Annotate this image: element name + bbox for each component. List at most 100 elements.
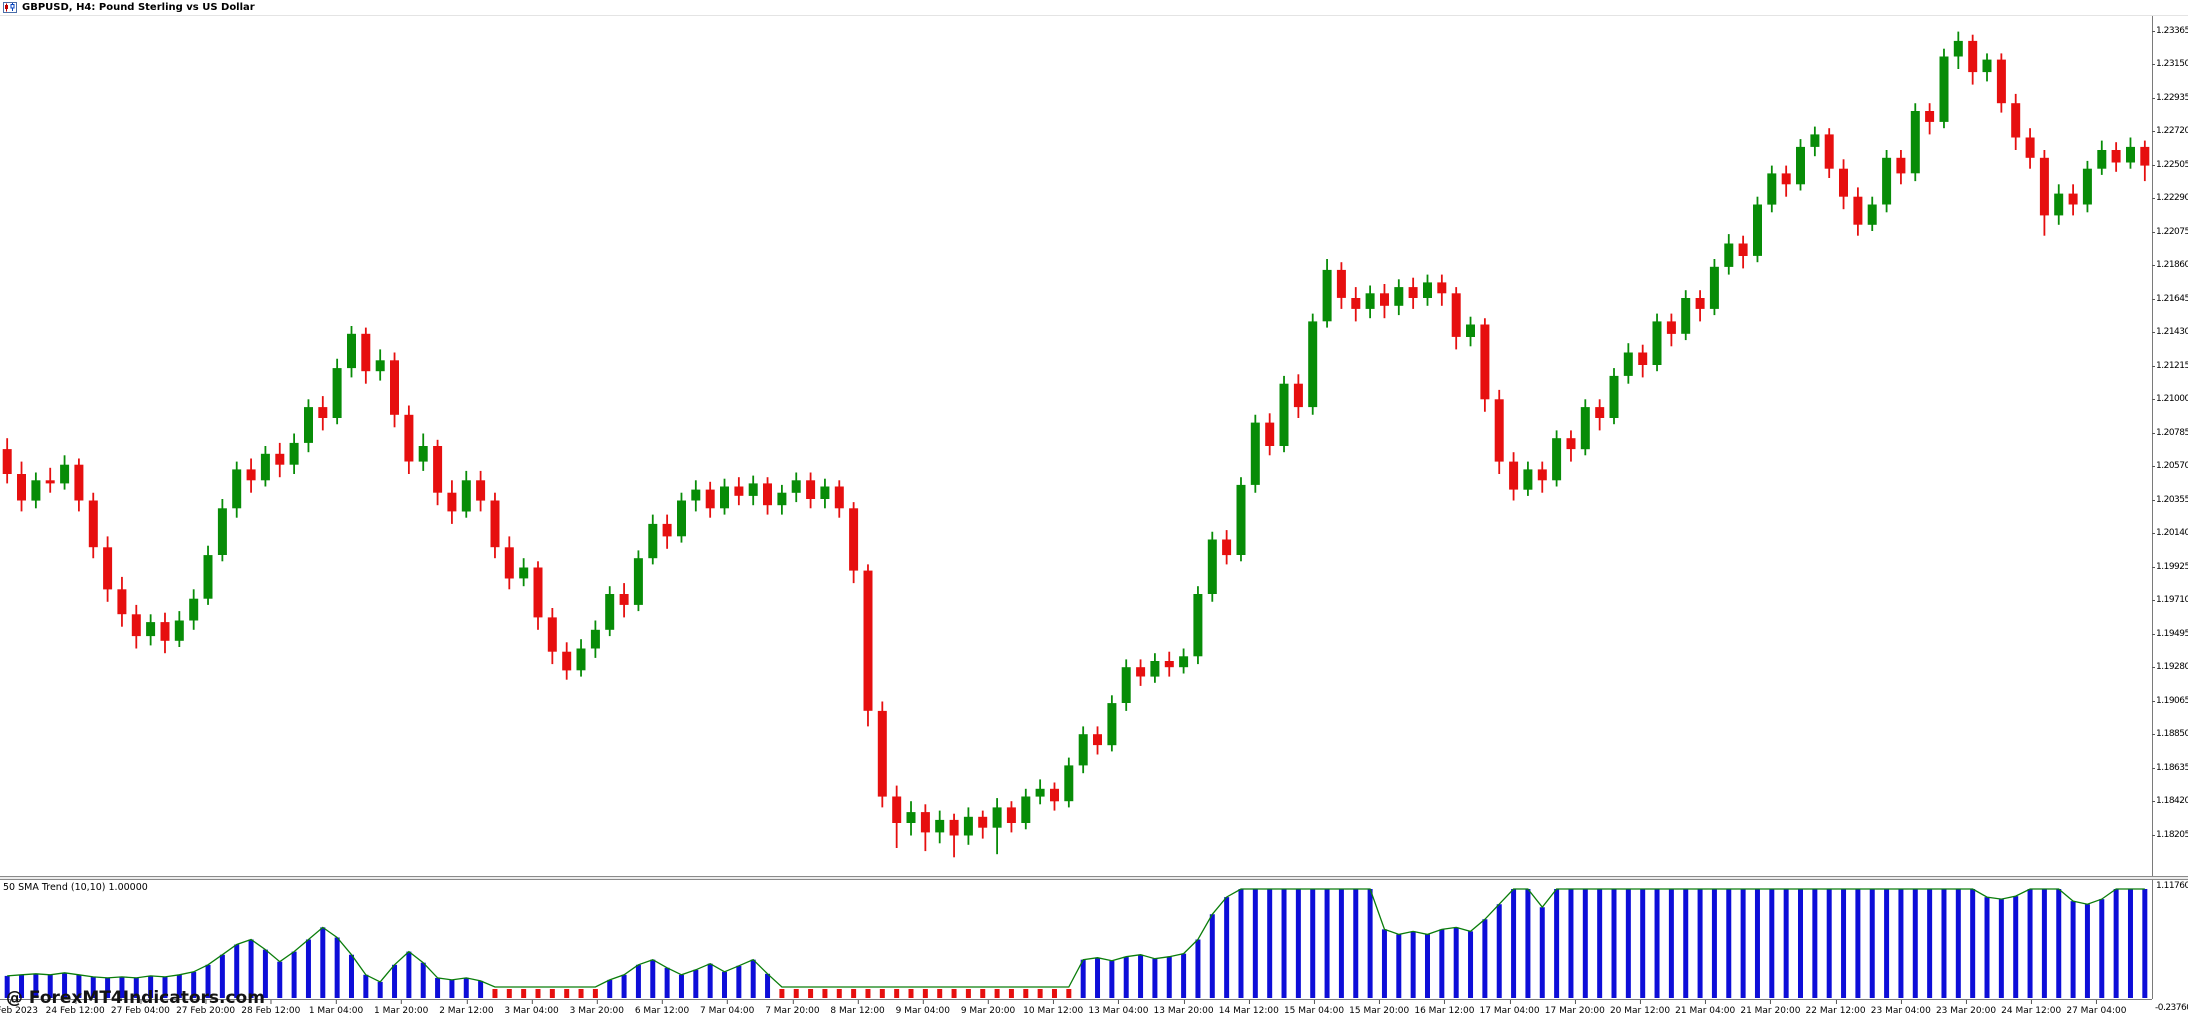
price-axis-label: 1.21430	[2152, 327, 2188, 338]
price-axis[interactable]: 1.23365 1.23150 1.22935 1.22720 1.22505 1.222…	[2152, 16, 2188, 876]
price-axis-label: 1.22290	[2152, 193, 2188, 204]
price-axis-label: 1.22505	[2152, 159, 2188, 170]
bear-candle	[1666, 313, 1676, 347]
price-axis-label: 1.21000	[2152, 394, 2188, 405]
bear-candle	[45, 467, 55, 493]
bear-candle	[2025, 128, 2035, 169]
time-axis-label: 9 Mar 04:00	[895, 1000, 950, 1016]
bear-candle	[920, 804, 930, 852]
bear-candle	[1537, 461, 1547, 493]
bear-candle	[1222, 530, 1232, 565]
price-axis-label: 1.22935	[2152, 92, 2188, 103]
window-titlebar[interactable]: GBPUSD, H4: Pound Sterling vs US Dollar	[0, 0, 2188, 16]
time-axis-label: 10 Mar 12:00	[1023, 1000, 1084, 1016]
price-axis-label: 1.19925	[2152, 561, 2188, 572]
bull-candle	[203, 545, 213, 605]
bear-candle	[433, 439, 443, 506]
bull-candle	[791, 472, 801, 503]
bull-candle	[906, 801, 916, 836]
price-axis-label: 1.22075	[2152, 226, 2188, 237]
bear-candle	[1638, 344, 1648, 378]
bear-candle	[1351, 287, 1361, 322]
bull-candle	[648, 514, 658, 565]
bull-candle	[691, 480, 701, 512]
time-axis[interactable]: 23 Feb 2023 24 Feb 12:00 27 Feb 04:00 27 Fe…	[0, 999, 2152, 1021]
bear-candle	[892, 785, 902, 848]
time-axis-label: 1 Mar 20:00	[374, 1000, 429, 1016]
bear-candle	[547, 608, 557, 665]
bull-candle	[375, 349, 385, 381]
bull-candle	[2082, 160, 2092, 213]
time-axis-label: 13 Mar 20:00	[1153, 1000, 1214, 1016]
bear-candle	[2140, 140, 2150, 182]
bear-candle	[834, 480, 844, 518]
candlestick-chart-icon	[3, 2, 17, 13]
bear-candle	[1824, 128, 1834, 178]
bull-candle	[935, 810, 945, 844]
bull-candle	[1609, 368, 1619, 425]
time-axis-label: 24 Feb 12:00	[45, 1000, 105, 1016]
sma-trend-line	[7, 888, 2145, 988]
price-axis-label: 1.21860	[2152, 260, 2188, 271]
bull-candle	[1250, 414, 1260, 493]
bear-candle	[1293, 374, 1303, 418]
bull-candle	[1552, 430, 1562, 487]
time-axis-label: 2 Mar 12:00	[439, 1000, 494, 1016]
time-axis-label: 27 Feb 04:00	[110, 1000, 170, 1016]
bull-candle	[1810, 126, 1820, 157]
bull-candle	[461, 470, 471, 518]
bear-candle	[131, 604, 141, 649]
time-axis-label: 17 Mar 04:00	[1479, 1000, 1540, 1016]
bull-candle	[1322, 259, 1332, 328]
bear-candle	[275, 442, 285, 478]
time-axis-label: 3 Mar 20:00	[569, 1000, 624, 1016]
bull-candle	[1279, 375, 1289, 453]
bull-candle	[146, 614, 156, 646]
bull-candle	[232, 461, 242, 518]
indicator-axis[interactable]	[2152, 880, 2188, 999]
bear-candle	[17, 461, 26, 512]
price-axis-label: 1.21645	[2152, 293, 2188, 304]
bull-candle	[260, 446, 270, 487]
bear-candle	[1136, 659, 1146, 686]
time-axis-label: 20 Mar 12:00	[1609, 1000, 1671, 1016]
time-axis-label: 13 Mar 04:00	[1088, 1000, 1149, 1016]
bear-candle	[1451, 287, 1461, 350]
bull-candle	[1064, 757, 1074, 808]
bull-candle	[332, 358, 342, 425]
bear-candle	[1437, 274, 1447, 306]
indicator-scale-top-label: 1.11760	[2156, 881, 2188, 891]
bear-candle	[246, 458, 256, 493]
bear-candle	[949, 813, 959, 858]
price-chart-canvas[interactable]	[0, 16, 2152, 876]
bull-candle	[1150, 653, 1160, 683]
bear-candle	[476, 470, 486, 512]
bull-candle	[1953, 31, 1963, 69]
bull-candle	[174, 611, 184, 647]
time-axis-label: 6 Mar 12:00	[634, 1000, 690, 1016]
bull-candle	[31, 472, 41, 509]
time-axis-label: 16 Mar 12:00	[1414, 1000, 1475, 1016]
bull-candle	[1753, 196, 1762, 263]
bull-candle	[2097, 140, 2107, 175]
price-axis-label: 1.22720	[2152, 126, 2188, 137]
bull-candle	[1681, 290, 1691, 341]
window-splitter[interactable]	[0, 876, 2188, 880]
bull-candle	[60, 455, 70, 490]
price-axis-label: 1.19065	[2152, 695, 2188, 706]
time-axis-label: 22 Mar 12:00	[1805, 1000, 1866, 1016]
bear-candle	[1839, 159, 1848, 210]
price-axis-label: 1.20785	[2152, 427, 2188, 438]
bull-candle	[1652, 313, 1662, 372]
bull-candle	[1423, 274, 1432, 306]
bear-candle	[533, 561, 543, 630]
indicator-canvas[interactable]	[0, 880, 2152, 999]
bull-candle	[418, 433, 428, 471]
time-axis-label: 7 Mar 20:00	[765, 1000, 820, 1016]
bull-candle	[1910, 103, 1920, 182]
bear-candle	[1595, 399, 1605, 431]
time-axis-label: 14 Mar 12:00	[1218, 1000, 1279, 1016]
bull-candle	[1709, 259, 1719, 316]
bull-candle	[289, 433, 299, 474]
